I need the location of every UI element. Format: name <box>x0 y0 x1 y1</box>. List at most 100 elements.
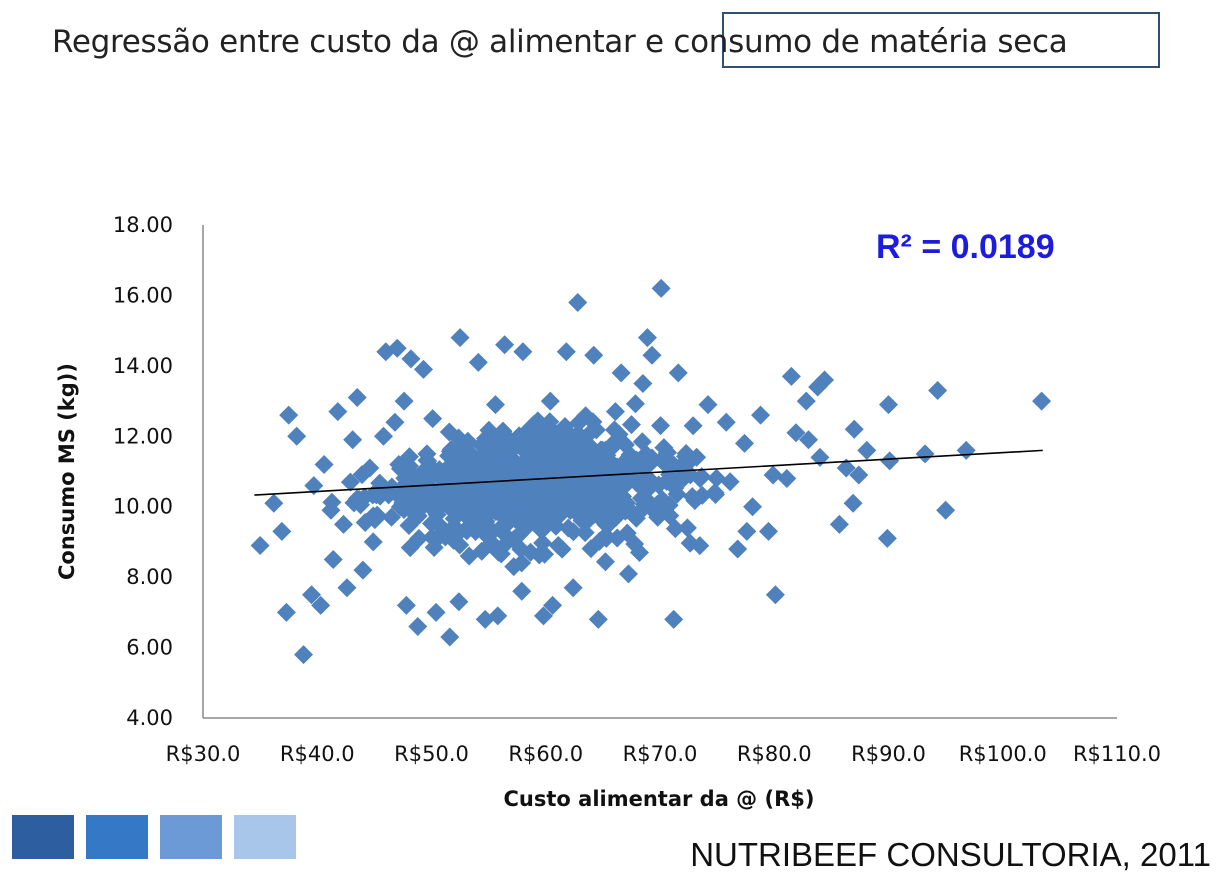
scatter-point <box>588 609 608 629</box>
scatter-point <box>1032 391 1052 411</box>
cloud-point <box>476 512 496 532</box>
scatter-point <box>568 292 588 312</box>
cloud-point <box>489 542 509 562</box>
cloud-point <box>352 465 372 485</box>
cloud-point <box>586 420 606 440</box>
scatter-point <box>743 497 763 517</box>
scatter-point <box>272 521 292 541</box>
y-tick-label: 4.00 <box>126 706 173 730</box>
scatter-point <box>735 433 755 453</box>
cloud-point <box>680 451 700 471</box>
scatter-point <box>347 388 367 408</box>
y-tick-label: 12.00 <box>113 424 173 448</box>
cloud-point <box>508 434 528 454</box>
cloud-point <box>589 531 609 551</box>
scatter-point <box>765 585 785 605</box>
scatter-point <box>563 578 583 598</box>
cloud-point <box>632 432 652 452</box>
scatter-point <box>279 405 299 425</box>
scatter-point <box>879 395 898 415</box>
cloud-point <box>519 467 539 487</box>
slide-title: Regressão entre custo da @ alimentar e c… <box>52 24 1068 60</box>
cloud-point <box>459 508 479 528</box>
x-tick-label: R$100.0 <box>959 742 1047 766</box>
cloud-point <box>563 522 583 542</box>
x-tick-label: R$90.0 <box>851 742 926 766</box>
cloud-point <box>445 517 465 537</box>
scatter-point <box>294 645 314 665</box>
x-tick-label: R$80.0 <box>737 742 812 766</box>
scatter-point <box>323 550 343 570</box>
scatter-point <box>737 521 757 541</box>
cloud-point <box>577 487 597 507</box>
cloud-point <box>682 487 702 507</box>
scatter-point <box>664 609 684 629</box>
scatter-point <box>777 469 797 489</box>
scatter-point <box>796 391 816 411</box>
scatter-point <box>440 627 460 647</box>
scatter-point <box>353 560 373 580</box>
scatter-point <box>382 507 402 527</box>
source-credit: NUTRIBEEF CONSULTORIA, 2011 <box>690 836 1211 873</box>
scatter-point <box>304 476 324 496</box>
cloud-point <box>666 471 686 491</box>
cloud-point <box>515 502 535 522</box>
cloud-point <box>654 438 674 458</box>
x-tick-label: R$60.0 <box>508 742 583 766</box>
cloud-point <box>416 459 436 479</box>
cloud-point <box>690 536 710 556</box>
scatter-point <box>264 493 284 513</box>
cloud-point <box>583 469 603 489</box>
cloud-point <box>576 513 596 533</box>
scatter-point <box>334 514 354 534</box>
cloud-point <box>549 478 569 498</box>
cloud-point <box>549 456 569 476</box>
cloud-point <box>479 486 499 506</box>
x-axis-title: Custo alimentar da @ (R$) <box>504 787 815 811</box>
cloud-point <box>552 539 572 559</box>
cloud-point <box>483 427 503 447</box>
cloud-point <box>534 487 554 507</box>
scatter-point <box>543 595 563 615</box>
cloud-point <box>521 542 541 562</box>
x-tick-label: R$70.0 <box>623 742 698 766</box>
cloud-point <box>535 544 555 564</box>
scatter-point <box>488 606 508 626</box>
cloud-point <box>394 500 414 520</box>
cloud-point <box>400 538 420 558</box>
footer-square-2 <box>86 815 148 859</box>
scatter-point <box>311 595 331 615</box>
cloud-point <box>625 534 645 554</box>
scatter-point <box>857 440 877 460</box>
scatter-point <box>698 395 718 415</box>
scatter-point <box>651 278 671 298</box>
scatter-point <box>423 409 443 429</box>
cloud-point <box>517 444 537 464</box>
cloud-point <box>609 424 629 444</box>
scatter-point <box>915 444 935 464</box>
cloud-point <box>408 506 428 526</box>
scatter-point <box>936 500 956 520</box>
cloud-point <box>439 488 459 508</box>
scatter-point <box>815 370 835 390</box>
cloud-point <box>556 434 576 454</box>
scatter-point <box>781 366 801 386</box>
scatter-point <box>512 581 532 601</box>
cloud-point <box>422 514 442 534</box>
cloud-point <box>459 499 479 519</box>
cloud-point <box>412 475 432 495</box>
cloud-point <box>535 434 555 454</box>
scatter-point <box>449 592 469 612</box>
scatter-point <box>340 472 360 492</box>
cloud-point <box>453 446 473 466</box>
scatter-point <box>584 345 604 365</box>
scatter-point <box>728 539 748 559</box>
scatter-point <box>763 465 783 485</box>
scatter-point <box>605 402 625 422</box>
scatter-point <box>836 458 856 478</box>
x-tick-label: R$40.0 <box>280 742 355 766</box>
scatter-point <box>343 430 363 450</box>
y-tick-label: 10.00 <box>113 495 173 519</box>
scatter-point <box>540 391 560 411</box>
